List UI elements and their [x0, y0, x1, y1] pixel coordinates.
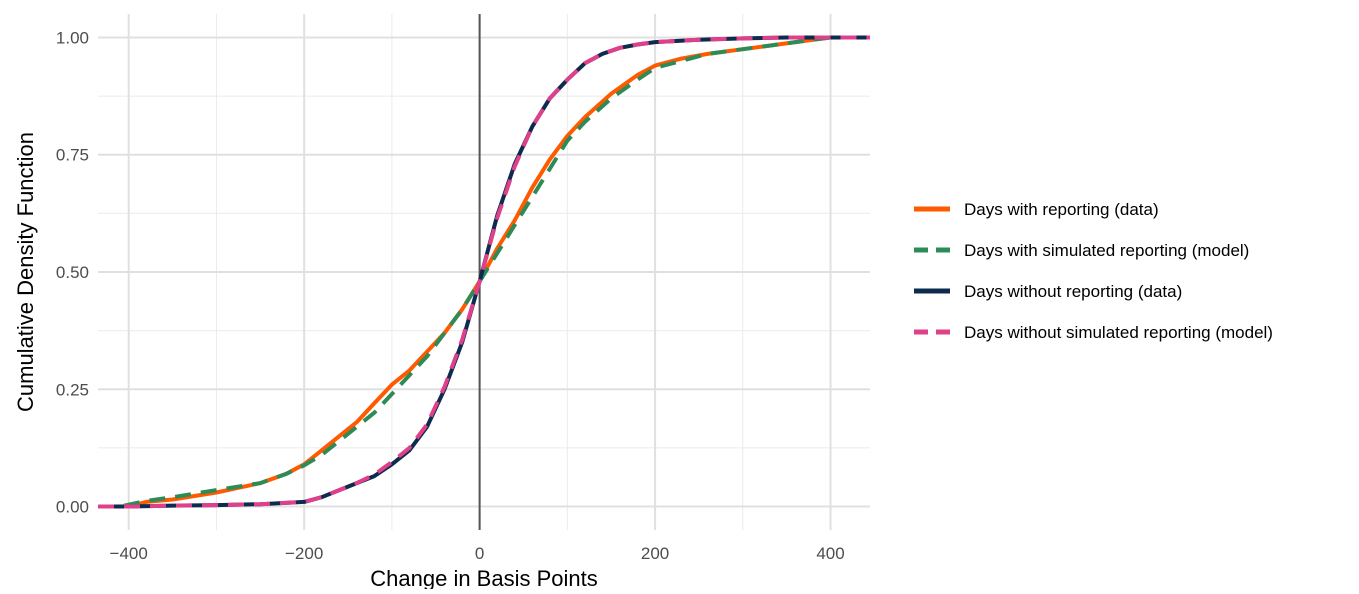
- series-line-2: [98, 35, 870, 509]
- x-tick-label: 400: [816, 544, 844, 563]
- series-line-4: [98, 35, 870, 509]
- legend-label-3: Days without reporting (data): [964, 282, 1182, 301]
- y-tick-label: 0.50: [56, 263, 89, 282]
- x-tick-label: −200: [285, 544, 323, 563]
- legend: Days with reporting (data) Days with simu…: [914, 200, 1273, 342]
- x-tick-label: 200: [641, 544, 669, 563]
- y-tick-label: 0.00: [56, 498, 89, 517]
- legend-label-2: Days with simulated reporting (model): [964, 241, 1249, 260]
- legend-label-4: Days without simulated reporting (model): [964, 323, 1273, 342]
- y-axis-title: Cumulative Density Function: [13, 132, 38, 412]
- y-tick-label: 1.00: [56, 28, 89, 47]
- legend-label-1: Days with reporting (data): [964, 200, 1159, 219]
- x-tick-label: −400: [110, 544, 148, 563]
- y-tick-label: 0.75: [56, 146, 89, 165]
- tick-label-layer: −400 −200 0 200 400 0.00 0.25 0.50 0.75 1.00: [56, 28, 845, 563]
- x-axis-title: Change in Basis Points: [370, 566, 597, 589]
- x-tick-label: 0: [475, 544, 484, 563]
- series-layer: [98, 35, 870, 509]
- y-tick-label: 0.25: [56, 380, 89, 399]
